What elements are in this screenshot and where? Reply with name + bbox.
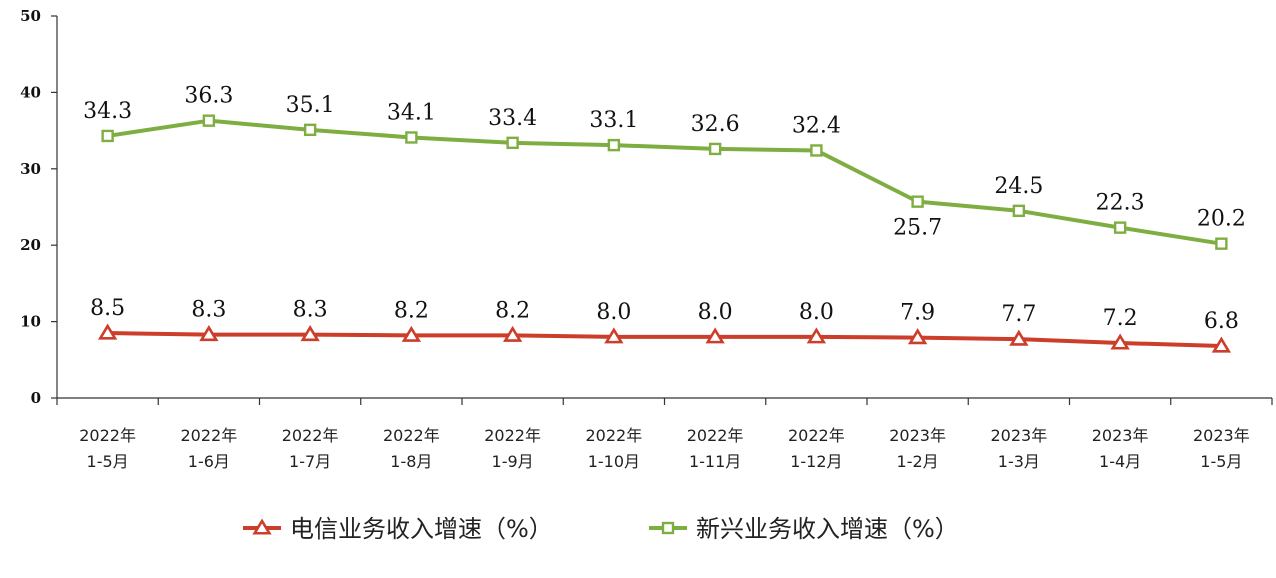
data-point-marker — [1110, 333, 1130, 350]
y-tick-label: 50 — [20, 7, 41, 25]
x-tick-labels: 2022年 1-5月 2022年 1-6月 2022年 1-7月 2022年 1-8月 2022… — [79, 426, 1249, 471]
y-tick-label: 0 — [31, 389, 41, 407]
data-point-marker — [907, 328, 928, 345]
data-point-marker — [1012, 204, 1026, 218]
data-label: 36.3 — [184, 84, 233, 109]
legend-item: 电信业务收入增速（%） — [243, 515, 553, 543]
y-tick-label: 30 — [20, 160, 41, 178]
data-label: 32.6 — [691, 112, 740, 137]
data-point-marker — [911, 195, 924, 208]
x-tick-label-period: 1-5月 — [87, 452, 129, 471]
data-label: 7.9 — [900, 301, 935, 326]
x-tick-label-period: 1-11月 — [689, 452, 741, 471]
data-point-marker — [810, 144, 823, 157]
x-tick-label-period: 1-8月 — [390, 452, 432, 471]
x-tick-label-year: 2022年 — [383, 426, 440, 445]
data-label: 8.2 — [495, 298, 530, 323]
data-point-marker — [199, 325, 219, 342]
data-point-marker — [300, 325, 320, 342]
axes — [51, 15, 1273, 405]
data-label: 6.8 — [1204, 309, 1239, 334]
data-labels: 8.5 8.3 8.3 8.2 8.2 8.0 8.0 8.0 7.9 7.7 7.2 6.8 34.3… — [83, 84, 1246, 334]
data-label: 7.7 — [1001, 302, 1036, 327]
legend-item: 新兴业务收入增速（%） — [649, 515, 959, 543]
y-tick-labels: 0 10 20 30 40 50 — [20, 7, 41, 407]
x-tick-label-year: 2023年 — [1193, 426, 1250, 445]
x-tick-label-period: 1-3月 — [998, 452, 1040, 471]
legend-marker — [252, 518, 272, 535]
data-point-marker — [1113, 221, 1127, 234]
data-label: 8.5 — [90, 296, 125, 321]
x-tick-label-year: 2022年 — [788, 426, 845, 445]
series-emerging — [101, 114, 1228, 250]
data-point-marker — [1211, 336, 1232, 353]
x-tick-label-year: 2022年 — [687, 426, 744, 445]
x-tick-label-year: 2023年 — [889, 426, 946, 445]
legend-marker — [661, 521, 675, 535]
x-tick-label-period: 1-2月 — [897, 452, 939, 471]
data-label: 35.1 — [286, 93, 335, 118]
x-tick-label-year: 2022年 — [484, 426, 541, 445]
x-tick-label-period: 1-7月 — [289, 452, 331, 471]
data-point-marker — [604, 327, 624, 344]
data-label: 22.3 — [1096, 191, 1145, 216]
data-label: 8.3 — [191, 298, 226, 323]
data-point-marker — [705, 327, 725, 344]
data-label: 8.0 — [799, 300, 834, 325]
data-label: 8.0 — [596, 300, 631, 325]
data-point-marker — [708, 142, 722, 156]
legend-label: 新兴业务收入增速（%） — [696, 515, 959, 543]
x-tick-label-year: 2022年 — [79, 426, 136, 445]
data-point-marker — [101, 129, 114, 143]
x-tick-label-period: 1-10月 — [588, 452, 640, 471]
data-label: 25.7 — [893, 216, 942, 241]
data-label: 33.4 — [488, 106, 537, 131]
y-tick-label: 40 — [20, 83, 41, 101]
data-label: 34.1 — [387, 100, 436, 125]
data-point-marker — [506, 136, 519, 150]
x-tick-label-year: 2022年 — [181, 426, 238, 445]
x-tick-label-period: 1-12月 — [790, 452, 842, 471]
data-point-marker — [607, 138, 621, 152]
series-lines — [97, 114, 1232, 353]
y-tick-label: 10 — [20, 313, 41, 331]
data-label: 8.3 — [293, 298, 328, 323]
data-point-marker — [502, 325, 523, 342]
data-label: 8.2 — [394, 298, 429, 323]
series-telecom — [97, 323, 1232, 353]
x-tick-label-year: 2023年 — [1092, 426, 1149, 445]
x-tick-label-period: 1-5月 — [1200, 452, 1242, 471]
x-tick-label-period: 1-9月 — [492, 452, 534, 471]
data-label: 33.1 — [589, 108, 638, 133]
data-point-marker — [401, 325, 422, 342]
data-label: 34.3 — [83, 99, 132, 124]
data-point-marker — [1215, 237, 1228, 250]
data-label: 20.2 — [1197, 207, 1246, 232]
x-tick-label-period: 1-6月 — [188, 452, 230, 471]
x-tick-label-period: 1-4月 — [1099, 452, 1141, 471]
legend: 电信业务收入增速（%） 新兴业务收入增速（%） — [243, 515, 959, 543]
series-line — [107, 331, 1222, 349]
data-point-marker — [405, 131, 418, 144]
x-tick-label-year: 2022年 — [586, 426, 643, 445]
data-point-marker — [97, 323, 118, 340]
data-point-marker — [1009, 329, 1029, 346]
data-label: 8.0 — [698, 300, 733, 325]
x-tick-label-year: 2023年 — [991, 426, 1048, 445]
data-label: 32.4 — [792, 113, 841, 138]
data-point-marker — [202, 114, 216, 127]
data-point-marker — [806, 327, 827, 344]
x-tick-label-year: 2022年 — [282, 426, 339, 445]
data-label: 7.2 — [1103, 306, 1138, 331]
data-label: 24.5 — [994, 174, 1043, 199]
data-point-marker — [303, 123, 317, 137]
legend-label: 电信业务收入增速（%） — [290, 515, 553, 543]
y-tick-label: 20 — [20, 236, 41, 254]
series-line — [107, 118, 1222, 246]
